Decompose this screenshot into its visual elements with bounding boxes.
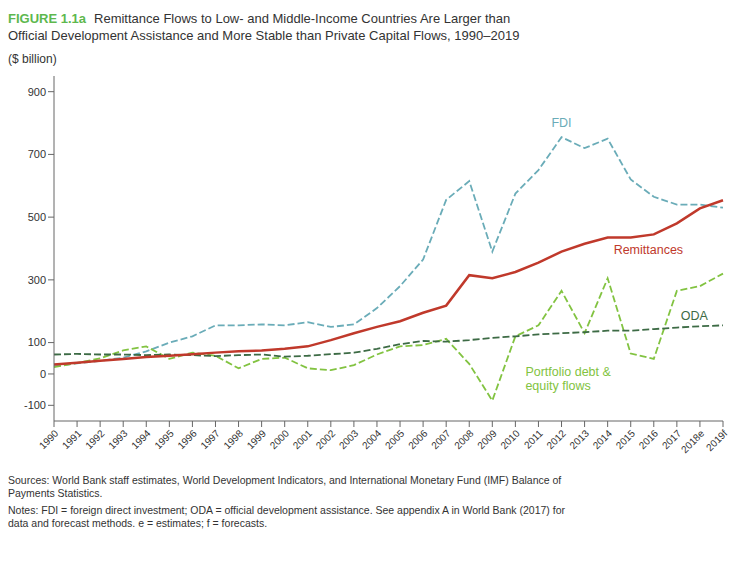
svg-text:1994: 1994 (129, 427, 153, 451)
svg-text:2012: 2012 (544, 427, 568, 451)
svg-text:2019f: 2019f (704, 428, 730, 454)
html-text:Sources: World Bank staff esti: Sources: World Bank staff estimates, Wor… (8, 474, 562, 499)
svg-text:2001: 2001 (291, 427, 315, 451)
svg-text:2008: 2008 (452, 427, 476, 451)
svg-text:2014: 2014 (591, 427, 615, 451)
svg-text:300: 300 (28, 274, 46, 286)
svg-text:Portfolio debt &equity flows: Portfolio debt &equity flows (525, 365, 611, 393)
svg-text:2015: 2015 (614, 427, 638, 451)
svg-text:FDI: FDI (551, 116, 571, 130)
html-text:Remittance Flows to Low- and M: Remittance Flows to Low- and Middle-Inco… (94, 11, 511, 26)
svg-text:2003: 2003 (337, 427, 361, 451)
svg-text:2018e: 2018e (679, 427, 707, 455)
svg-text:-100: -100 (24, 399, 46, 411)
svg-text:2010: 2010 (498, 427, 522, 451)
svg-text:2005: 2005 (383, 427, 407, 451)
svg-text:1993: 1993 (106, 427, 130, 451)
html-text:FIGURE 1.1a: FIGURE 1.1a (8, 11, 86, 26)
svg-text:2017: 2017 (659, 427, 684, 452)
html-text:($ billion): ($ billion) (8, 52, 57, 66)
svg-text:500: 500 (28, 211, 46, 223)
svg-text:Remittances: Remittances (614, 243, 683, 257)
svg-text:1992: 1992 (83, 427, 107, 451)
svg-text:1999: 1999 (245, 427, 269, 451)
svg-text:900: 900 (28, 86, 46, 98)
svg-text:2006: 2006 (406, 427, 430, 451)
html-text:Notes: FDI = foreign direct in: Notes: FDI = foreign direct investment; … (8, 504, 565, 529)
svg-text:2000: 2000 (268, 427, 292, 451)
svg-text:2013: 2013 (568, 427, 592, 451)
svg-text:2007: 2007 (429, 427, 453, 451)
html-text:Official Development Assistanc: Official Development Assistance and More… (8, 28, 520, 43)
svg-text:0: 0 (40, 368, 46, 380)
svg-text:ODA: ODA (681, 309, 709, 323)
svg-text:1990: 1990 (37, 427, 61, 451)
svg-text:2011: 2011 (522, 427, 545, 450)
svg-text:2004: 2004 (360, 427, 384, 451)
svg-text:2016: 2016 (637, 427, 661, 451)
svg-text:1996: 1996 (175, 427, 199, 451)
svg-text:100: 100 (28, 336, 46, 348)
svg-text:2002: 2002 (314, 427, 338, 451)
svg-text:700: 700 (28, 148, 46, 160)
svg-text:1998: 1998 (221, 427, 245, 451)
svg-text:1991: 1991 (60, 427, 84, 451)
svg-text:1997: 1997 (198, 427, 222, 451)
svg-text:1995: 1995 (152, 427, 176, 451)
svg-text:2009: 2009 (475, 427, 499, 451)
